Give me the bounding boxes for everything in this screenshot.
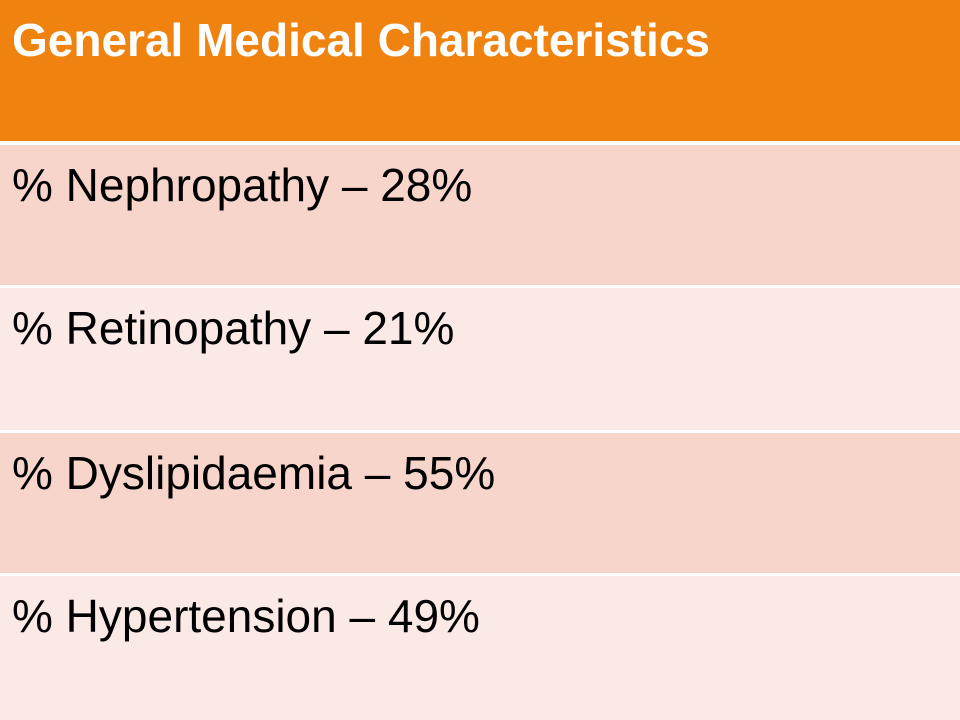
table-header-title: General Medical Characteristics bbox=[12, 14, 710, 66]
table-row: % Dyslipidaemia – 55% bbox=[0, 433, 960, 573]
row-nephropathy: % Nephropathy – 28% bbox=[12, 159, 473, 211]
table-row: % Hypertension – 49% bbox=[0, 576, 960, 720]
row-hypertension: % Hypertension – 49% bbox=[12, 590, 480, 642]
table-header: General Medical Characteristics bbox=[0, 0, 960, 141]
row-dyslipidaemia: % Dyslipidaemia – 55% bbox=[12, 447, 496, 499]
table-row: % Retinopathy – 21% bbox=[0, 288, 960, 430]
row-retinopathy: % Retinopathy – 21% bbox=[12, 302, 455, 354]
table-row: % Nephropathy – 28% bbox=[0, 145, 960, 285]
